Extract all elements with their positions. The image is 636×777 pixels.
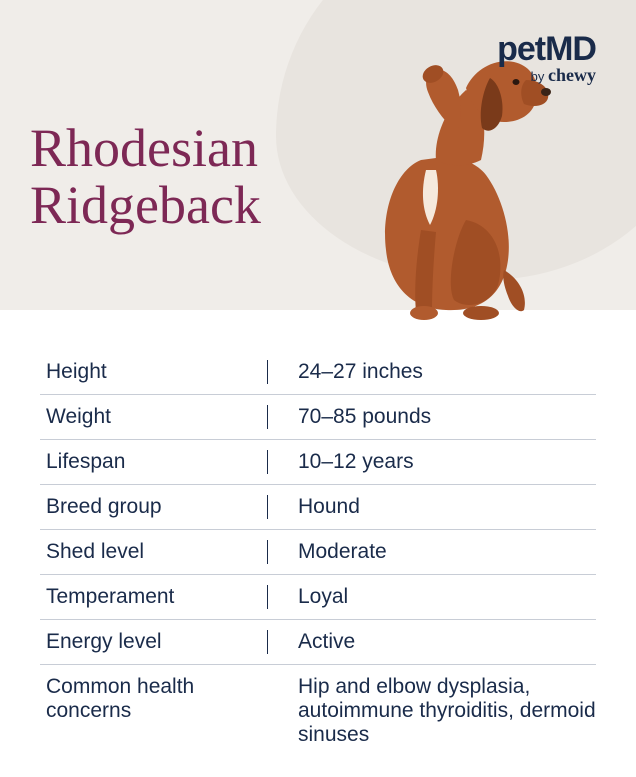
breed-title: Rhodesian Ridgeback [30,120,261,233]
title-line-2: Ridgeback [30,175,261,235]
logo-petmd-text: petMD [497,30,596,69]
row-value-energy-level: Active [268,630,596,654]
row-label-lifespan: Lifespan [40,450,268,474]
table-row: Weight 70–85 pounds [40,394,596,439]
row-value-health-concerns: Hip and elbow dysplasia, autoimmune thyr… [268,675,596,747]
row-label-weight: Weight [40,405,268,429]
info-table: Height 24–27 inches Weight 70–85 pounds … [0,310,636,777]
row-label-energy-level: Energy level [40,630,268,654]
row-value-shed-level: Moderate [268,540,596,564]
row-label-height: Height [40,360,268,384]
table-row: Height 24–27 inches [40,350,596,394]
row-label-temperament: Temperament [40,585,268,609]
table-row: Lifespan 10–12 years [40,439,596,484]
row-value-breed-group: Hound [268,495,596,519]
row-value-height: 24–27 inches [268,360,596,384]
header-section: petMD by chewy [0,0,636,310]
table-row: Breed group Hound [40,484,596,529]
row-label-shed-level: Shed level [40,540,268,564]
logo-chewy-text: chewy [548,65,596,85]
table-row: Temperament Loyal [40,574,596,619]
table-row: Common health concerns Hip and elbow dys… [40,664,596,757]
logo-byline-prefix: by [531,69,548,84]
row-value-temperament: Loyal [268,585,596,609]
logo-area: petMD by chewy [497,30,596,86]
row-value-lifespan: 10–12 years [268,450,596,474]
table-row: Shed level Moderate [40,529,596,574]
table-row: Energy level Active [40,619,596,664]
row-value-weight: 70–85 pounds [268,405,596,429]
row-label-health-concerns: Common health concerns [40,675,268,723]
row-label-breed-group: Breed group [40,495,268,519]
title-line-1: Rhodesian [30,118,258,178]
